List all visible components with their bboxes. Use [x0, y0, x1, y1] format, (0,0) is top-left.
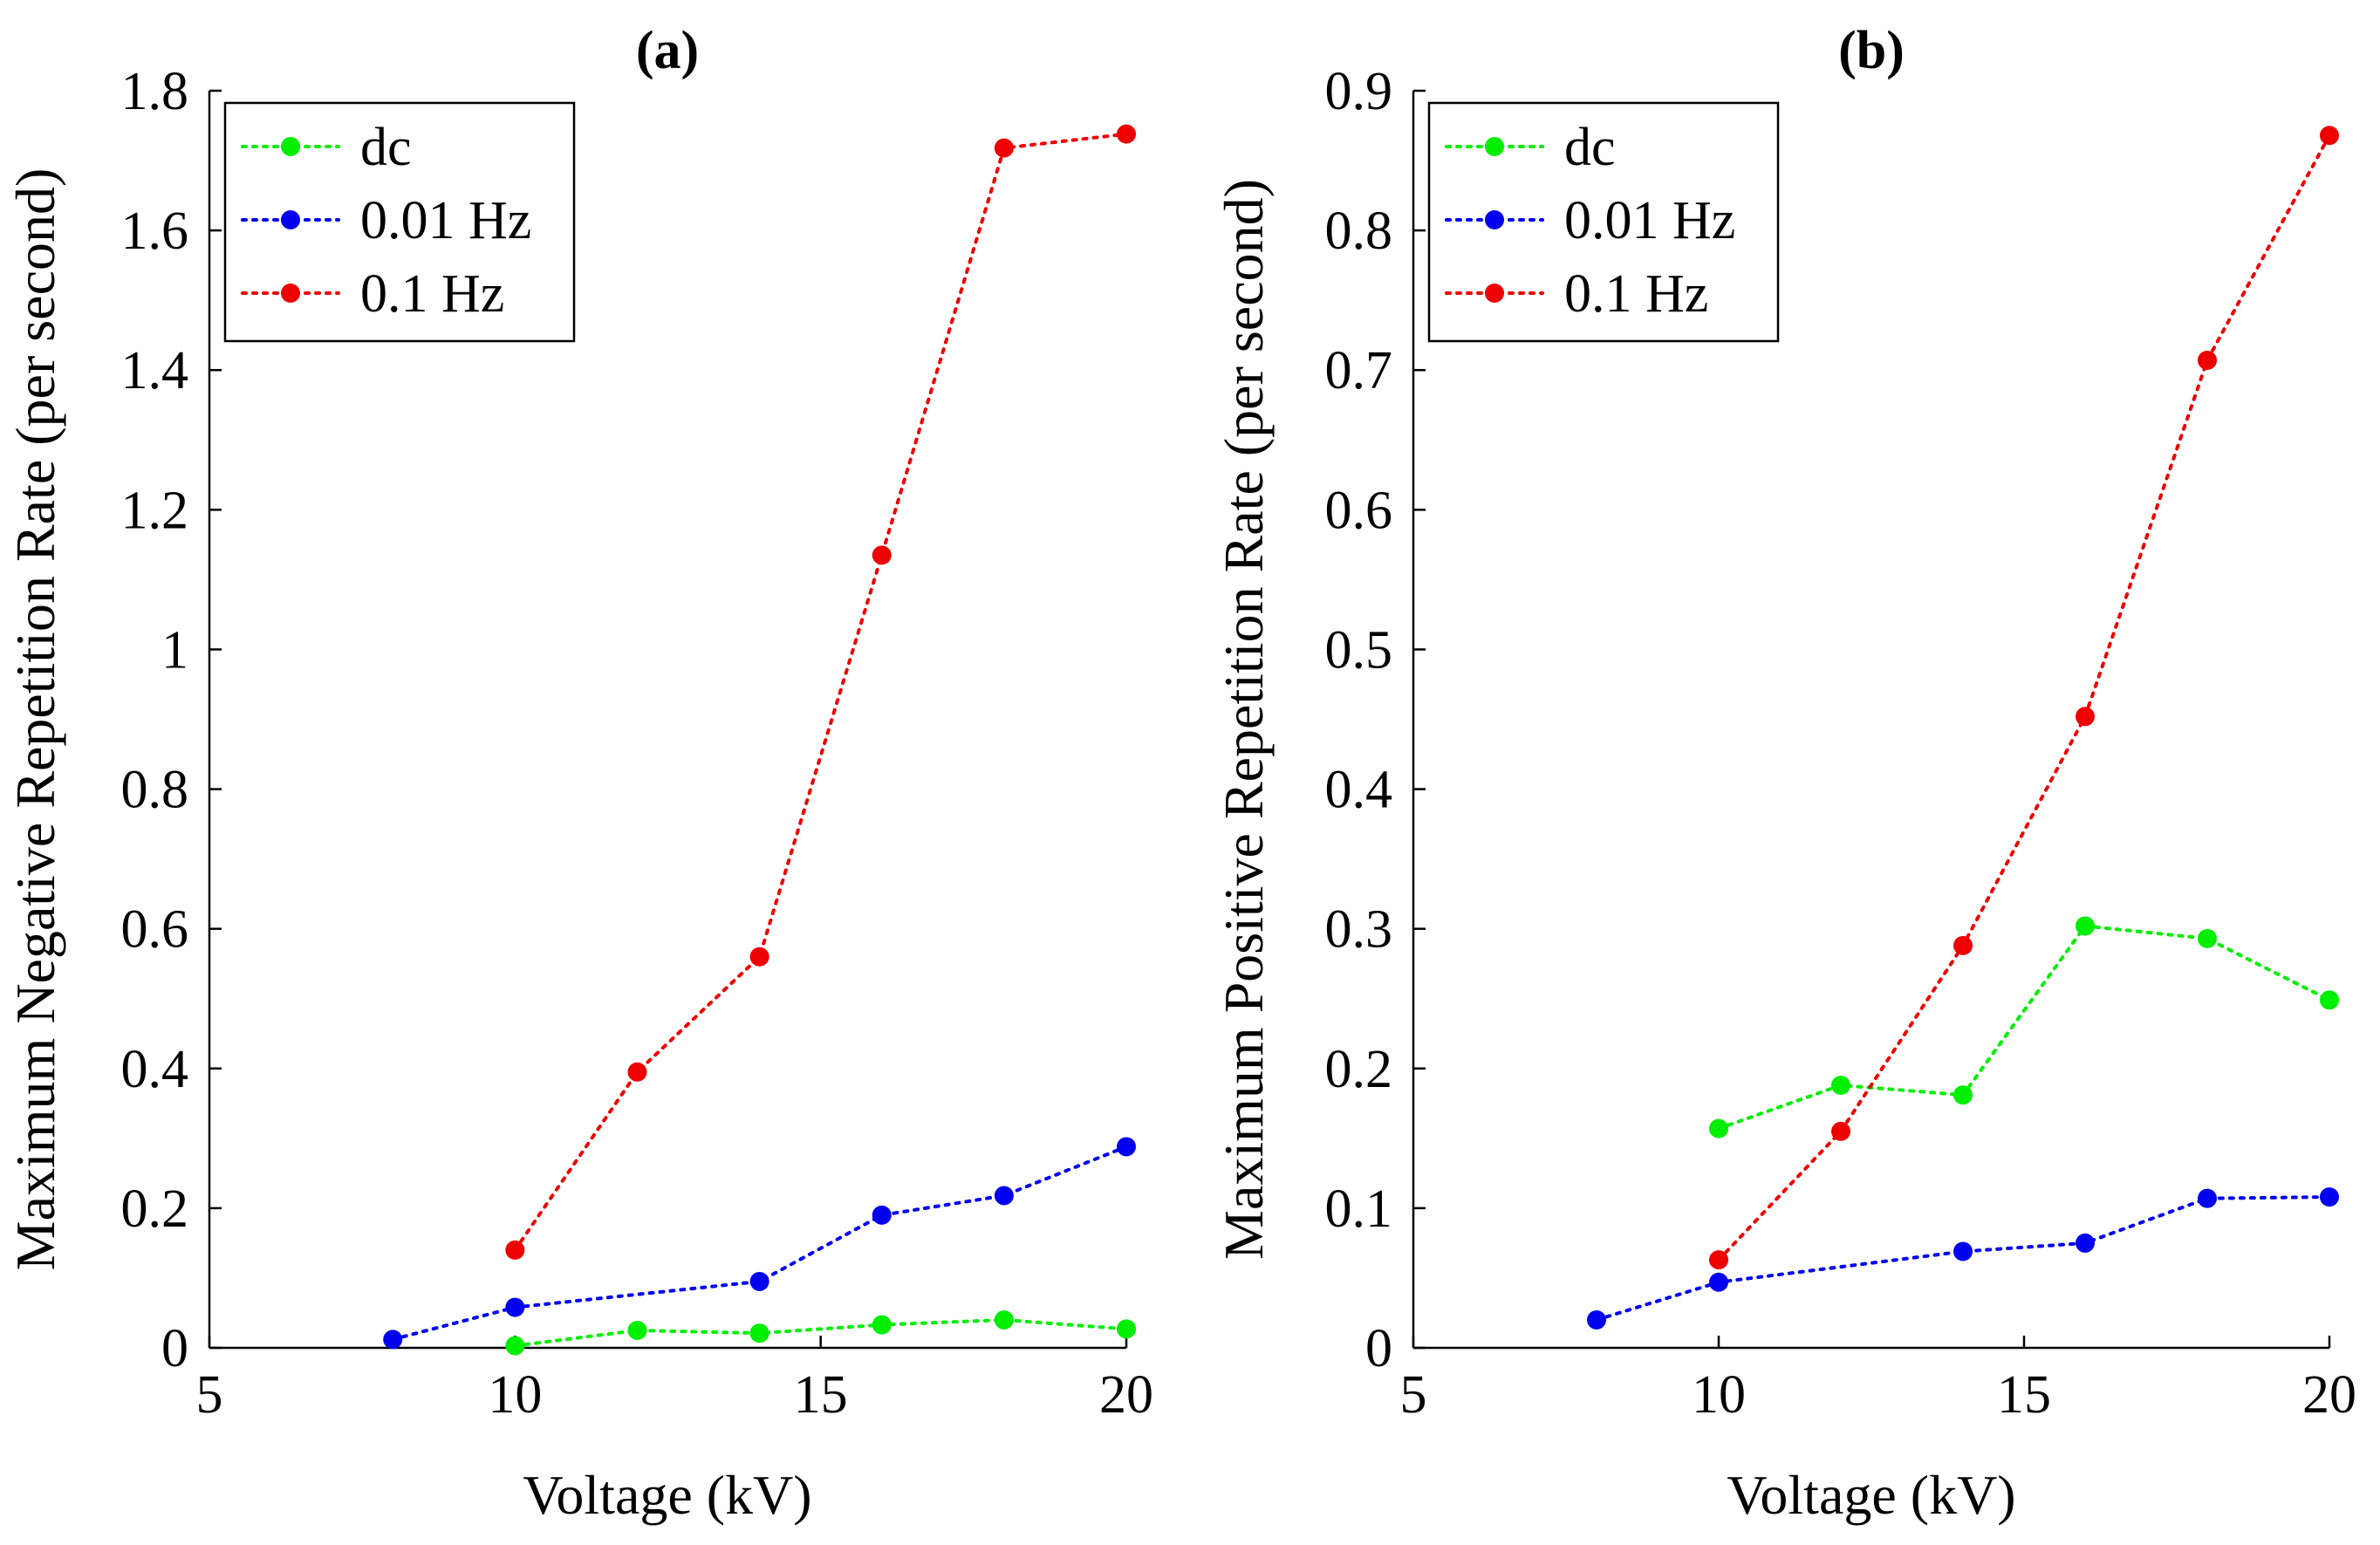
y-tick-label: 0.6 [1325, 481, 1393, 540]
data-point [749, 1271, 769, 1291]
y-tick-label: 0.3 [1325, 900, 1393, 960]
data-point [1953, 935, 1973, 955]
legend-label: 0.01 Hz [360, 191, 531, 250]
chart-title: (b) [1838, 21, 1905, 80]
data-point [2198, 1188, 2217, 1208]
legend-marker [1485, 137, 1504, 156]
y-tick-label: 0.6 [121, 900, 189, 960]
y-axis-label: Maximum Positive Repetition Rate (per se… [1213, 179, 1275, 1260]
y-tick-label: 1 [161, 620, 188, 680]
legend-marker [281, 210, 300, 229]
data-point [994, 1186, 1014, 1206]
data-point [2320, 990, 2339, 1010]
data-point [1953, 1241, 1973, 1261]
y-axis-label: Maximum Negative Repetition Rate (per se… [4, 168, 66, 1271]
data-point [749, 947, 769, 967]
legend-label: 0.1 Hz [360, 264, 504, 324]
y-tick-label: 0.8 [1325, 202, 1393, 261]
legend: dc 0.01 Hz 0.1 Hz [223, 101, 576, 343]
data-point [2076, 916, 2095, 936]
data-point [2198, 928, 2217, 948]
data-point [1709, 1250, 1728, 1270]
legend-marker [1485, 210, 1504, 229]
y-tick-label: 1.8 [121, 62, 189, 121]
data-point [1117, 1319, 1136, 1339]
data-point [1831, 1121, 1850, 1141]
y-tick-label: 0.5 [1325, 620, 1393, 680]
data-point [2320, 126, 2339, 146]
x-tick-label: 15 [794, 1365, 848, 1425]
x-tick-label: 10 [1692, 1365, 1746, 1425]
chart-panel-a: (a) 5 10 15 20 0 0.2 0.4 0.6 0.8 1 1.2 1.4 1.6 1.8 Volt… [4, 21, 1153, 1526]
data-point [2076, 1233, 2095, 1253]
data-point [749, 1323, 769, 1343]
legend-marker [1485, 284, 1504, 303]
series-0-01-hz [383, 1137, 1136, 1350]
data-point [505, 1336, 525, 1356]
data-point [1117, 124, 1136, 144]
data-point [2198, 351, 2217, 371]
y-tick-label: 0.4 [121, 1040, 189, 1099]
data-point [1953, 1085, 1973, 1105]
chart-panel-b: (b) 5 10 15 20 0 0.1 0.2 0.3 0.4 0.5 0.6 0.7 0.8 0.9 Vo… [1213, 21, 2356, 1526]
x-axis-label: Voltage (kV) [1727, 1464, 2015, 1526]
series-line [1717, 133, 2331, 1262]
y-tick-label: 0 [161, 1319, 188, 1378]
legend-label: dc [1564, 118, 1616, 177]
series-line [1595, 1195, 2331, 1322]
series-dc [505, 1309, 1136, 1356]
data-point [1831, 1075, 1850, 1095]
x-tick-label: 15 [1997, 1365, 2051, 1425]
legend-marker [281, 284, 300, 303]
data-point [2320, 1187, 2339, 1207]
series-line [513, 132, 1128, 1252]
x-tick-label: 5 [1400, 1365, 1427, 1425]
y-tick-label: 1.2 [121, 481, 189, 540]
legend-label: 0.01 Hz [1564, 191, 1735, 250]
series-line [513, 1317, 1128, 1348]
chart-title: (a) [636, 21, 699, 80]
x-axis-label: Voltage (kV) [523, 1464, 811, 1526]
y-tick-label: 0.1 [1325, 1179, 1393, 1239]
y-tick-label: 0.8 [121, 761, 189, 820]
legend: dc 0.01 Hz 0.1 Hz [1427, 101, 1780, 343]
data-point [1709, 1272, 1728, 1292]
x-tick-label: 20 [1099, 1365, 1153, 1425]
y-tick-label: 1.6 [121, 202, 189, 261]
series-0-01-hz [1587, 1187, 2339, 1330]
data-point [1587, 1309, 1606, 1330]
series-0-1-hz [505, 124, 1136, 1260]
data-point [872, 1205, 892, 1225]
y-tick-label: 0 [1365, 1319, 1392, 1378]
data-point [505, 1240, 525, 1260]
data-point [383, 1330, 403, 1350]
data-point [872, 545, 892, 565]
legend-label: 0.1 Hz [1564, 264, 1708, 324]
y-tick-label: 0.9 [1325, 62, 1393, 121]
x-tick-label: 20 [2302, 1365, 2356, 1425]
y-tick-label: 1.4 [121, 341, 189, 400]
y-tick-label: 0.4 [1325, 761, 1393, 820]
y-tick-label: 0.2 [1325, 1040, 1393, 1099]
x-tick-label: 5 [196, 1365, 223, 1425]
x-tick-label: 10 [488, 1365, 542, 1425]
series-line [391, 1145, 1128, 1342]
data-point [627, 1320, 647, 1340]
data-point [2076, 707, 2095, 727]
data-point [627, 1062, 647, 1082]
series-dc [1709, 916, 2339, 1138]
series-line [1717, 924, 2331, 1131]
y-tick-label: 0.2 [121, 1179, 189, 1239]
series-0-1-hz [1709, 126, 2339, 1270]
y-tick-label: 0.7 [1325, 341, 1393, 400]
legend-marker [281, 137, 300, 156]
data-point [994, 1309, 1014, 1330]
legend-label: dc [360, 118, 412, 177]
data-point [1709, 1118, 1728, 1138]
data-point [505, 1297, 525, 1317]
data-point [1117, 1137, 1136, 1157]
data-point [994, 138, 1014, 158]
data-point [872, 1315, 892, 1335]
